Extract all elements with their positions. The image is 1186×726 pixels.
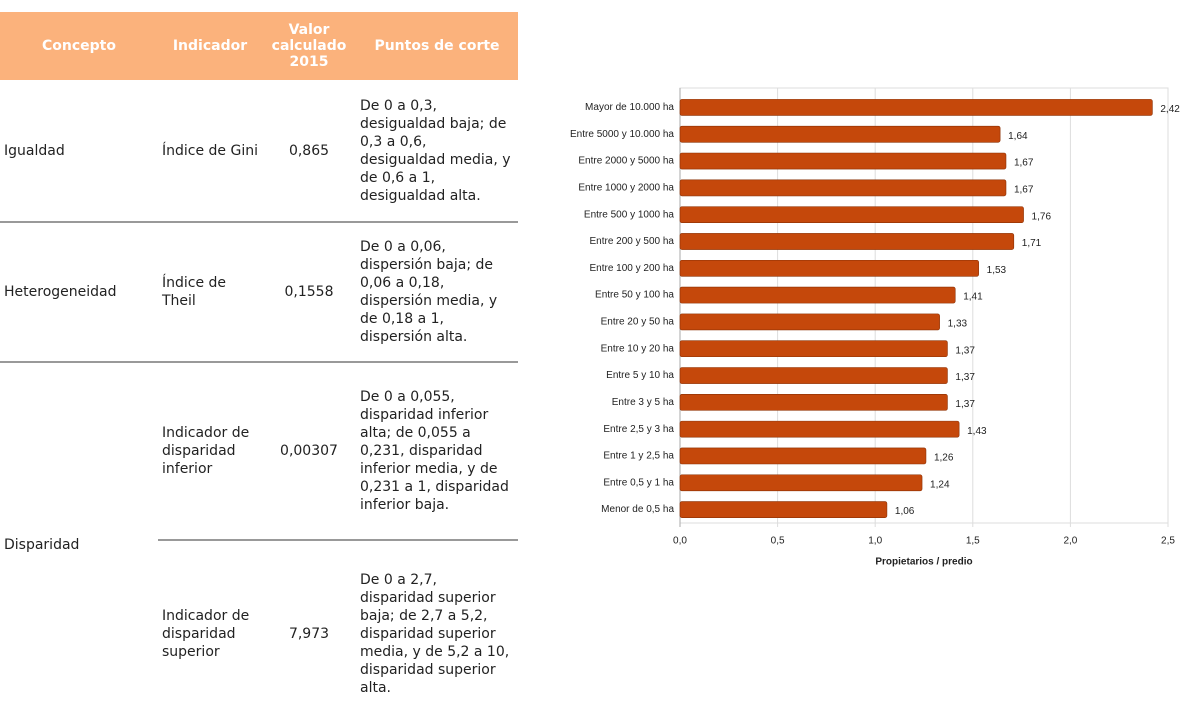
bar [679,447,927,465]
y-tick-label: Entre 0,5 y 1 ha [603,477,674,488]
value: 7,973 [288,625,330,642]
cutoffs: De 0 a 0,055, disparidad inferior alta; … [356,362,518,541]
y-tick-label: Entre 2000 y 5000 ha [578,156,674,167]
row: Igualdad Índice de Gini 0,865 De 0 a 0,3… [0,80,518,223]
cutoffs: De 0 a 0,06, dispersión baja; de 0,06 a … [356,222,518,363]
indicator: Indicador de disparidad inferior [158,362,262,541]
value-label: 1,24 [930,479,950,490]
bar [679,393,948,411]
y-tick-label: Entre 200 y 500 ha [589,236,674,247]
value-label: 1,64 [1008,131,1028,142]
y-tick-label: Entre 10 y 20 ha [601,343,675,354]
value-label: 1,67 [1014,184,1034,195]
indicator: Indicador de disparidad superior [162,607,250,660]
y-tick-label: Entre 1 y 2,5 ha [603,451,674,462]
bar [679,99,1153,116]
x-tick-label: 2,5 [1161,536,1175,547]
value-label: 1,43 [967,426,987,437]
concept: Disparidad [4,536,80,553]
indicator-table: Concepto Indicador Valor calculado 2015 … [0,12,518,726]
value: 0,865 [262,80,356,223]
y-tick-label: Entre 3 y 5 ha [612,397,675,408]
indicator: Índice de Gini [158,80,262,223]
x-axis-title: Propietarios / predio [875,557,972,568]
value: 0,1558 [262,222,356,363]
value-label: 1,37 [955,399,975,410]
y-tick-label: Entre 5000 y 10.000 ha [570,129,674,140]
header-cell: Valor calculado 2015 [262,12,356,80]
value-label: 1,37 [955,372,975,383]
bar [679,501,888,518]
x-tick-label: 2,0 [1063,536,1077,547]
value-label: 1,06 [895,506,915,517]
y-tick-label: Mayor de 10.000 ha [585,102,674,113]
value-label: 1,71 [1022,238,1042,249]
y-tick-label: Entre 1000 y 2000 ha [578,182,674,193]
x-tick-label: 0,5 [771,536,785,547]
bar [679,367,948,384]
y-tick-label: Entre 20 y 50 ha [601,317,675,328]
bar [679,125,1001,143]
x-tick-label: 1,0 [868,536,882,547]
value-label: 1,76 [1032,211,1052,222]
x-tick-label: 1,5 [966,536,980,547]
indicator: Índice de Theil [158,222,262,363]
value-label: 1,26 [934,453,954,464]
row: Disparidad Indicador de disparidad infer… [0,362,518,553]
value-label: 1,41 [963,292,983,303]
header-row: Concepto Indicador Valor calculado 2015 … [0,12,518,80]
bar [679,420,960,438]
y-tick-label: Entre 100 y 200 ha [589,263,674,274]
header-cell: Puntos de corte [356,12,518,80]
bar [679,152,1007,170]
bar [679,233,1015,250]
bar [679,179,1007,197]
value-label: 1,33 [948,319,968,330]
header-cell: Indicador [158,12,262,80]
x-tick-label: 0,0 [673,536,687,547]
value-label: 2,42 [1160,104,1180,115]
bar [679,259,979,277]
y-tick-label: Menor de 0,5 ha [601,504,674,515]
chart: 0,0 0,5 1,0 1,5 2,0 2,5 Propietarios / predio M… [570,87,1180,568]
value: 0,00307 [262,362,356,541]
value-label: 1,53 [987,265,1007,276]
row: Heterogeneidad Índice de Theil 0,1558 De… [0,222,518,363]
y-tick-label: Entre 2,5 y 3 ha [603,424,674,435]
value-label: 1,37 [955,345,975,356]
bar [679,286,956,304]
y-tick-label: Entre 500 y 1000 ha [584,209,675,220]
bar [679,313,940,331]
bar [679,474,923,492]
value-label: 1,67 [1014,158,1034,169]
header-cell: Concepto [0,12,158,80]
concept: Igualdad [0,80,158,223]
bar [679,340,948,358]
cutoffs: De 0 a 2,7, disparidad superior baja; de… [360,571,510,696]
bar [679,206,1024,224]
row: Indicador de disparidad superior 7,973 D… [0,540,518,726]
cutoffs: De 0 a 0,3, desigualdad baja; de 0,3 a 0… [356,80,518,223]
y-tick-label: Entre 5 y 10 ha [606,370,674,381]
y-tick-label: Entre 50 y 100 ha [595,290,674,301]
concept: Heterogeneidad [0,222,158,363]
